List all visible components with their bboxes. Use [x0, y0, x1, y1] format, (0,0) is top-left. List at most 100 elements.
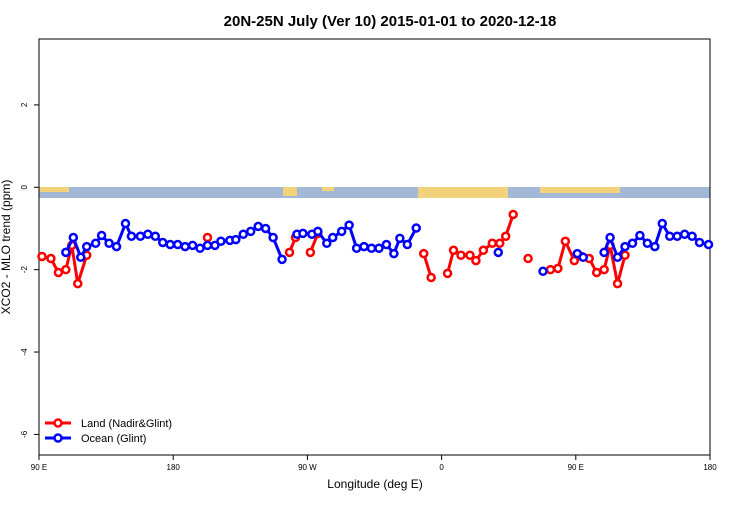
- point: [111, 241, 122, 252]
- point: [627, 238, 638, 249]
- point: [493, 247, 504, 258]
- point: [642, 238, 653, 249]
- point: [305, 247, 316, 258]
- point: [545, 264, 556, 275]
- point: [150, 231, 161, 242]
- point: [664, 231, 675, 242]
- point: [53, 267, 64, 278]
- point: [313, 226, 323, 237]
- point: [158, 237, 168, 248]
- point: [381, 239, 392, 250]
- point: [231, 234, 241, 245]
- point: [46, 253, 56, 264]
- point: [351, 243, 362, 253]
- point: [442, 268, 453, 279]
- point: [426, 272, 436, 283]
- x-tick-label: 180: [703, 463, 717, 472]
- point: [620, 241, 630, 252]
- point: [202, 240, 213, 251]
- point: [620, 250, 630, 260]
- point: [322, 238, 332, 249]
- point: [703, 239, 714, 250]
- point: [650, 241, 660, 252]
- y-tick-label: 2: [20, 102, 29, 107]
- point: [253, 221, 263, 232]
- point: [260, 223, 271, 234]
- point: [523, 253, 533, 264]
- point: [560, 236, 571, 246]
- point: [126, 231, 137, 242]
- point: [500, 231, 511, 242]
- legend-marker: [53, 433, 63, 443]
- y-axis-label: XCO2 - MLO trend (ppm): [0, 180, 13, 315]
- point: [599, 264, 609, 275]
- legend-marker: [53, 418, 63, 428]
- point: [344, 220, 354, 230]
- point: [694, 237, 705, 248]
- point: [298, 228, 308, 239]
- point: [210, 240, 220, 251]
- point: [679, 229, 690, 239]
- point: [172, 239, 183, 250]
- point: [180, 241, 190, 252]
- point: [336, 226, 347, 237]
- point: [418, 248, 429, 259]
- x-tick-label: 0: [439, 463, 444, 472]
- point: [61, 264, 71, 275]
- point: [538, 266, 548, 277]
- point: [238, 229, 249, 239]
- point: [495, 238, 505, 249]
- point: [61, 247, 71, 258]
- y-tick-label: 0: [20, 185, 29, 190]
- legend-label: Land (Nadir&Glint): [81, 418, 172, 430]
- point: [135, 231, 146, 242]
- point: [605, 232, 615, 243]
- point: [76, 252, 86, 263]
- point: [487, 238, 498, 249]
- point: [612, 278, 623, 289]
- point: [165, 239, 175, 250]
- point: [465, 250, 475, 260]
- point: [216, 236, 226, 246]
- point: [478, 245, 489, 256]
- point: [104, 238, 114, 249]
- point: [635, 230, 645, 241]
- map-strip: [39, 187, 710, 198]
- point: [284, 247, 295, 258]
- point: [578, 252, 589, 263]
- x-tick-label: 180: [167, 463, 181, 472]
- x-tick-label: 90 E: [568, 463, 584, 472]
- point: [202, 232, 213, 243]
- point: [195, 243, 205, 253]
- point: [591, 267, 602, 278]
- legend-label: Ocean (Glint): [81, 433, 146, 445]
- point: [471, 255, 481, 266]
- point: [37, 251, 47, 262]
- x-tick-label: 90 E: [31, 463, 47, 472]
- y-tick-label: -2: [20, 266, 29, 274]
- point: [411, 223, 422, 233]
- point: [402, 239, 413, 250]
- point: [389, 248, 399, 259]
- x-tick-label: 90 W: [298, 463, 317, 472]
- point: [187, 240, 198, 251]
- point: [672, 231, 682, 242]
- point: [90, 238, 101, 249]
- point: [687, 231, 697, 242]
- point: [553, 263, 563, 274]
- point: [395, 233, 405, 244]
- y-tick-label: -4: [20, 348, 29, 356]
- point: [448, 245, 459, 256]
- y-tick-label: -6: [20, 430, 29, 438]
- point: [120, 218, 131, 229]
- point: [657, 218, 668, 229]
- point: [508, 209, 518, 220]
- chart-title: 20N-25N July (Ver 10) 2015-01-01 to 2020…: [224, 13, 557, 30]
- point: [96, 230, 107, 241]
- point: [73, 278, 83, 289]
- point: [374, 243, 384, 253]
- point: [456, 250, 466, 260]
- point: [599, 247, 609, 258]
- point: [268, 232, 278, 243]
